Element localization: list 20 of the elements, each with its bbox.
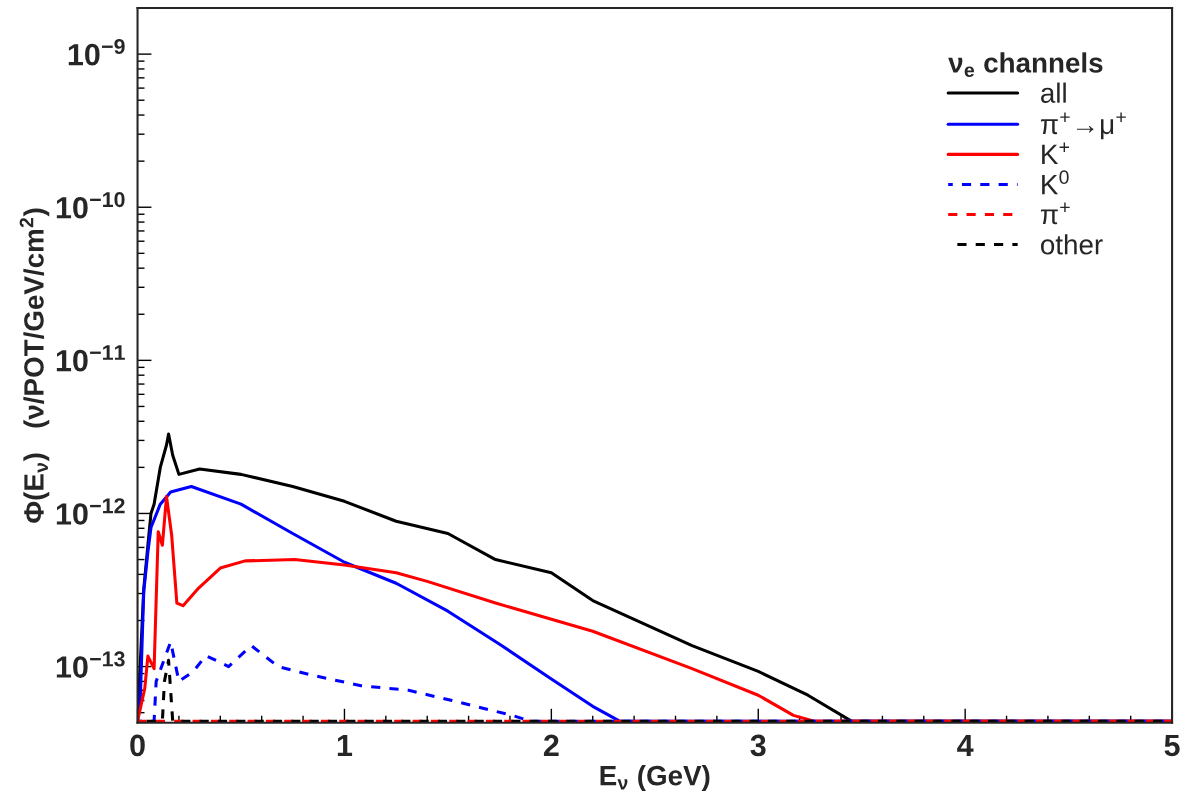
x-tick-label: 3 xyxy=(750,734,766,757)
x-tick-label: 2 xyxy=(543,734,559,756)
x-tick-label: 4 xyxy=(957,734,974,756)
y-tick-label: 10$^{−11}$ xyxy=(56,345,125,372)
legend-title: ν$_{e}$ channels xyxy=(948,52,1103,78)
x-tick-label: 5 xyxy=(1164,734,1180,757)
legend-label: K$^{+}$ xyxy=(1042,142,1070,164)
y-axis-title: Φ(E$_{ν}$) (ν/POT/GeV/cm$^{2}$) xyxy=(19,208,50,523)
x-tick-label: 1 xyxy=(337,734,353,756)
y-tick-label: 10$^{−13}$ xyxy=(56,651,125,678)
y-tick-label: 10$^{−9}$ xyxy=(68,38,125,66)
y-tick-label: 10$^{−12}$ xyxy=(56,498,125,525)
x-tick-label: 0 xyxy=(130,734,145,757)
legend-label: other xyxy=(1041,234,1103,255)
legend-label: π$^{+}$ xyxy=(1040,202,1070,225)
x-axis-title: E$_{ν}$ (GeV) xyxy=(600,765,710,791)
y-tick-label: 10$^{−10}$ xyxy=(56,192,125,219)
legend-label: π$^{+}$→μ$^{+}$ xyxy=(1040,112,1126,140)
legend-label: all xyxy=(1041,82,1066,103)
legend-label: K$^{0}$ xyxy=(1042,170,1069,195)
